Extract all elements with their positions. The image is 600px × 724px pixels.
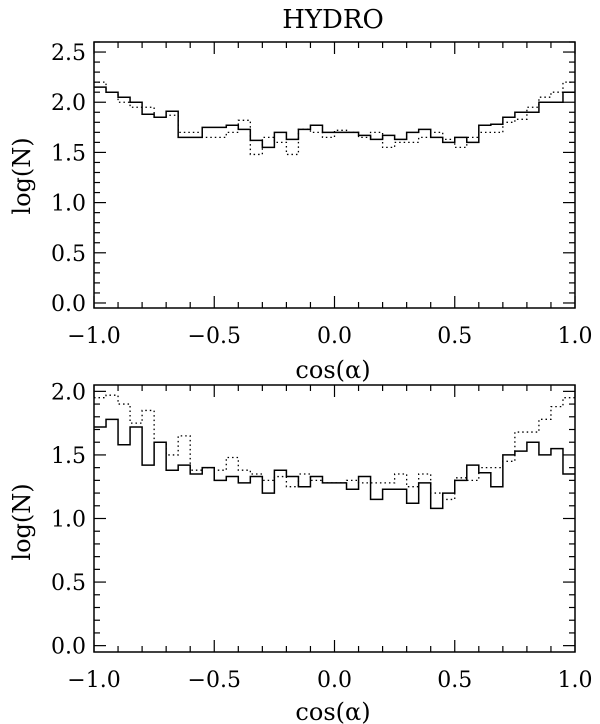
y-tick-label: 1.5 [51, 141, 86, 166]
y-tick-label: 2.0 [51, 380, 86, 405]
y-tick-label: 1.5 [51, 444, 86, 469]
x-axis-label: cos(α) [295, 356, 370, 384]
y-tick-label: 0.0 [51, 292, 86, 317]
y-tick-label: 1.0 [51, 508, 86, 533]
chart-title: HYDRO [282, 5, 384, 35]
x-tick-label: −1.0 [67, 324, 120, 349]
y-tick-label: 2.0 [51, 91, 86, 116]
bottom-panel: cos(α) log(N) −1.0 −0.5 0.0 0.5 1.0 0.0 0.5 1.0… [8, 380, 593, 724]
y-tick-label: 2.5 [51, 41, 86, 66]
x-tick-label: −0.5 [188, 668, 241, 693]
plot-frame [93, 41, 576, 309]
top-panel: HYDRO cos(α) log(N) −1.0 −0.5 0.0 0.5 1.0 0.0… [8, 5, 593, 384]
series-dotted-line [94, 81, 575, 156]
x-axis-label: cos(α) [295, 698, 370, 724]
y-tick-label: 1.0 [51, 192, 86, 217]
x-tick-label: 1.0 [558, 324, 593, 349]
plot-frame [93, 384, 576, 653]
y-tick-label: 0.5 [51, 242, 86, 267]
x-tick-label: 0.0 [317, 324, 352, 349]
x-tick-label: −1.0 [67, 668, 120, 693]
y-axis-label: log(N) [8, 137, 36, 214]
x-tick-label: 0.5 [437, 668, 472, 693]
y-tick-label: 0.0 [51, 635, 86, 660]
x-tick-label: 0.0 [317, 668, 352, 693]
series-solid-line [94, 86, 575, 149]
x-tick-label: −0.5 [188, 324, 241, 349]
x-tick-label: 0.5 [437, 324, 472, 349]
y-tick-label: 0.5 [51, 571, 86, 596]
y-axis-label: log(N) [8, 483, 36, 560]
x-tick-label: 1.0 [558, 668, 593, 693]
series-solid-line [94, 418, 575, 510]
